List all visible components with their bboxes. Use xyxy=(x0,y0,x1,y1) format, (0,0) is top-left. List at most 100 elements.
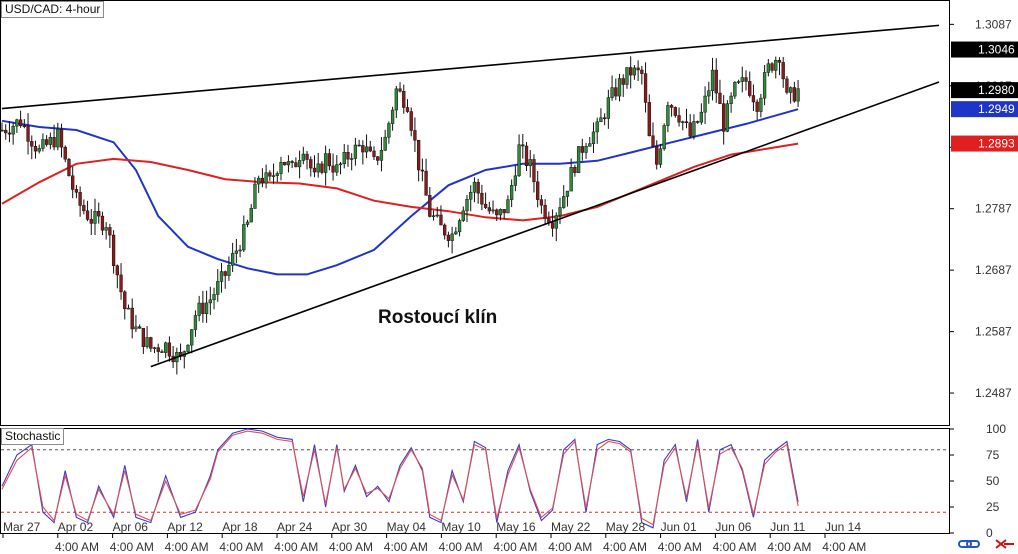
time-tick-label: Apr 02 xyxy=(58,520,94,534)
time-tick-label: Mar 27 xyxy=(3,520,41,534)
time-label: 4:00 AM xyxy=(329,540,373,554)
candle-body xyxy=(283,162,287,166)
price-tick-label: 1.2787 xyxy=(975,202,1012,216)
price-marker-label: 1.2893 xyxy=(978,137,1015,151)
candle-body xyxy=(379,150,384,161)
time-tick-label: Jun 06 xyxy=(715,520,751,534)
chart-toolbar xyxy=(958,539,1014,549)
candle-body xyxy=(204,302,209,314)
candle-body xyxy=(677,115,681,123)
stochastic-tick-label: 0 xyxy=(986,526,993,540)
candle-body xyxy=(67,158,71,177)
chart-title: USD/CAD: 4-hour xyxy=(1,1,105,18)
candle-body xyxy=(733,82,737,97)
candle-body xyxy=(361,145,365,153)
candle-body xyxy=(669,105,674,108)
candle-body xyxy=(409,111,413,131)
candle-body xyxy=(108,227,112,236)
candle-body xyxy=(115,265,119,276)
candle-body xyxy=(431,215,436,217)
candle-body xyxy=(599,117,603,123)
link-icon[interactable] xyxy=(958,540,980,548)
candle-body xyxy=(137,326,142,329)
candle-body xyxy=(123,291,127,310)
price-tick-label: 1.2687 xyxy=(975,263,1012,277)
candle-body xyxy=(30,141,34,147)
close-icon[interactable] xyxy=(995,539,1014,549)
candle-body xyxy=(428,195,432,217)
candle-body xyxy=(279,162,283,174)
candle-body xyxy=(625,67,629,85)
candle-body xyxy=(372,150,376,157)
candle-body xyxy=(532,159,536,183)
candle-body xyxy=(156,347,160,352)
candle-body xyxy=(18,119,23,126)
candle-body xyxy=(651,135,655,147)
candle-body xyxy=(353,144,358,159)
candle-body xyxy=(454,231,458,235)
candle-body xyxy=(342,152,346,165)
time-tick-label: Apr 06 xyxy=(113,520,149,534)
candle-body xyxy=(580,146,584,153)
candle-body xyxy=(97,211,101,217)
candle-body xyxy=(368,146,372,152)
candle-body xyxy=(268,172,272,177)
candle-body xyxy=(22,125,26,127)
candle-body xyxy=(93,211,97,224)
candle-body xyxy=(387,123,391,138)
candle-body xyxy=(11,125,15,135)
trendlines xyxy=(1,24,940,368)
candle-body xyxy=(781,62,785,80)
candle-body xyxy=(26,125,30,142)
candle-body xyxy=(658,148,663,165)
candle-body xyxy=(692,121,696,137)
candle-body xyxy=(699,111,704,123)
candle-body xyxy=(208,299,212,304)
time-label: 4:00 AM xyxy=(493,540,537,554)
time-label: 4:00 AM xyxy=(165,540,209,554)
candle-body xyxy=(234,250,239,254)
candle-body xyxy=(569,167,573,192)
candle-body xyxy=(617,78,622,97)
moving-averages xyxy=(1,108,799,276)
candle-body xyxy=(230,253,235,266)
candle-body xyxy=(78,192,82,206)
candle-body xyxy=(420,169,425,172)
price-axis: 1.30871.29871.28871.27871.26871.25871.24… xyxy=(950,17,1012,400)
candle-body xyxy=(714,69,718,94)
price-marker xyxy=(951,82,1018,99)
lower-trendline xyxy=(150,81,940,368)
candle-body xyxy=(297,160,302,168)
time-label: 4:00 AM xyxy=(110,540,154,554)
candle-body xyxy=(558,207,562,216)
candle-body xyxy=(402,90,406,108)
candle-body xyxy=(584,146,588,153)
slow-moving-average-line xyxy=(1,142,799,222)
candle-body xyxy=(245,221,250,225)
candle-body xyxy=(539,199,544,206)
candle-body xyxy=(309,159,313,169)
candle-body xyxy=(104,227,108,231)
candle-body xyxy=(461,210,465,221)
stochastic-axis: 100 75 50 25 0 xyxy=(950,422,1006,540)
candle-body xyxy=(751,95,756,103)
candle-body xyxy=(439,214,443,226)
candle-body xyxy=(640,69,644,74)
stochastic-tick-label: 25 xyxy=(986,500,1000,514)
candle-body xyxy=(550,222,555,229)
candle-body xyxy=(56,128,60,148)
time-tick-label: May 04 xyxy=(387,520,427,534)
candle-body xyxy=(662,125,666,150)
candle-body xyxy=(480,192,484,205)
candle-body xyxy=(450,233,454,241)
candle-body xyxy=(134,326,138,330)
candle-body xyxy=(465,198,469,212)
candle-body xyxy=(264,172,268,184)
stochastic-tick-label: 75 xyxy=(986,448,1000,462)
stochastic-d-line xyxy=(1,430,799,526)
candle-body xyxy=(0,129,4,132)
time-label: 4:00 AM xyxy=(767,540,811,554)
time-tick-label: May 16 xyxy=(496,520,536,534)
candle-body xyxy=(48,137,53,145)
